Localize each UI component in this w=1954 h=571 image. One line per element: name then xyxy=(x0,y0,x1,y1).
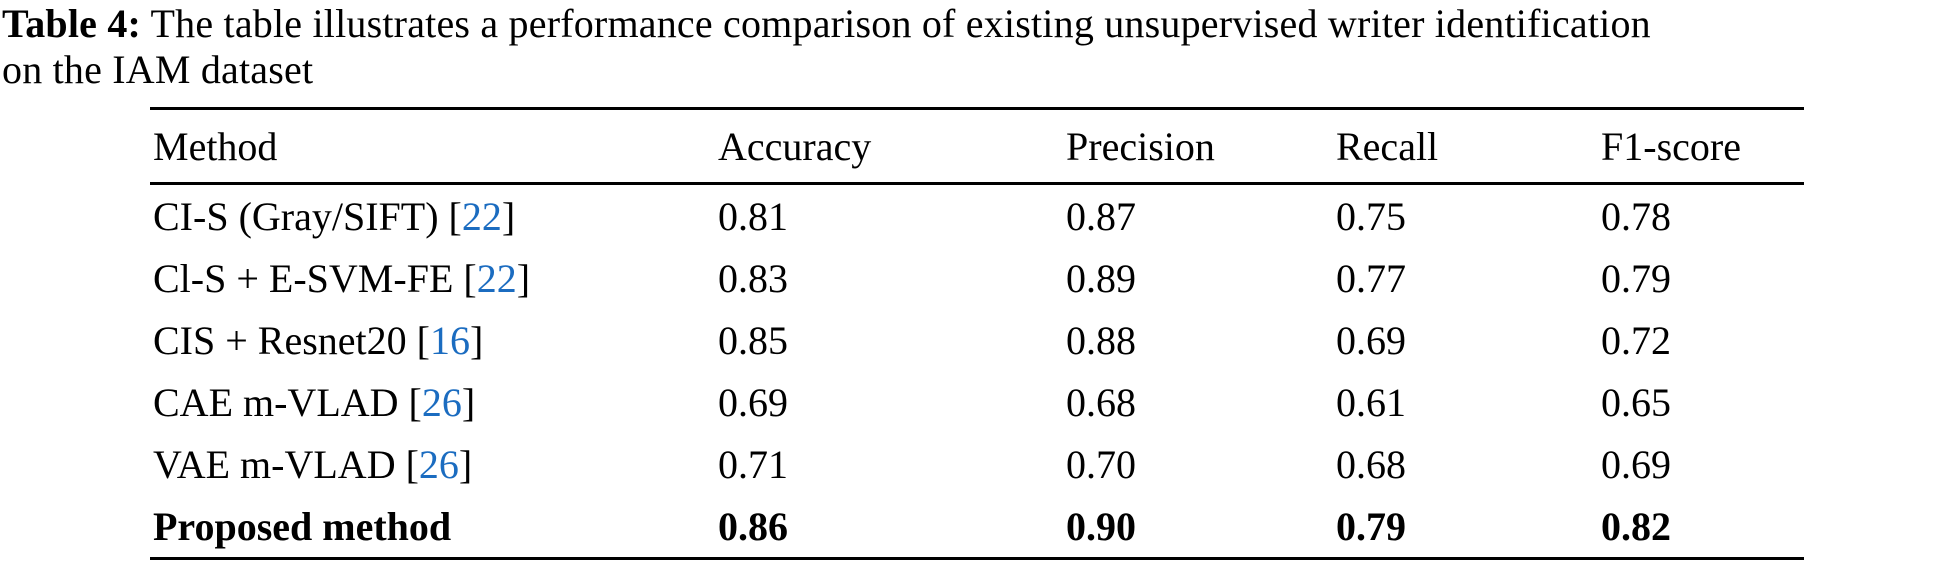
f1-score-cell: 0.69 xyxy=(1601,441,1671,487)
recall-cell: 0.69 xyxy=(1336,317,1406,363)
citation-bracket: ] xyxy=(470,317,484,363)
citation-link[interactable]: 26 xyxy=(418,441,459,487)
table-row: CI-S (Gray/SIFT) [22] 0.81 0.87 0.75 0.7… xyxy=(150,185,1804,247)
citation-bracket: ] xyxy=(501,193,516,239)
accuracy-cell: 0.85 xyxy=(718,317,788,363)
results-table: Method Accuracy Precision Recall F1-scor… xyxy=(150,107,1804,560)
table-caption: Table 4: The table illustrates a perform… xyxy=(2,1,1952,93)
method-cell: VAE m-VLAD [26] xyxy=(150,441,715,488)
table-row: Cl-S + E-SVM-FE [22] 0.83 0.89 0.77 0.79 xyxy=(150,247,1804,309)
column-header-method: Method xyxy=(153,123,278,169)
column-header-precision: Precision xyxy=(1066,123,1215,169)
citation-link[interactable]: 22 xyxy=(476,255,517,301)
accuracy-cell: 0.83 xyxy=(718,255,788,301)
recall-cell: 0.61 xyxy=(1336,379,1406,425)
method-name: CAE m-VLAD xyxy=(153,379,399,425)
precision-cell: 0.88 xyxy=(1066,317,1136,363)
method-cell: CAE m-VLAD [26] xyxy=(150,379,715,426)
f1-score-cell: 0.82 xyxy=(1601,503,1671,549)
table-row-proposed-method: Proposed method 0.86 0.90 0.79 0.82 xyxy=(150,495,1804,557)
citation-link[interactable]: 26 xyxy=(421,379,462,425)
recall-cell: 0.68 xyxy=(1336,441,1406,487)
table-row: VAE m-VLAD [26] 0.71 0.70 0.68 0.69 xyxy=(150,433,1804,495)
method-cell: Proposed method xyxy=(150,503,715,550)
citation-bracket: [ xyxy=(406,317,430,363)
f1-score-cell: 0.78 xyxy=(1601,193,1671,239)
accuracy-cell: 0.86 xyxy=(718,503,788,549)
caption-text: The table illustrates a performance comp… xyxy=(150,1,1651,46)
column-header-recall: Recall xyxy=(1336,123,1439,169)
citation-link[interactable]: 16 xyxy=(430,317,470,363)
column-header-f1-score: F1-score xyxy=(1601,123,1741,169)
table-row: CIS + Resnet20 [16] 0.85 0.88 0.69 0.72 xyxy=(150,309,1804,371)
recall-cell: 0.79 xyxy=(1336,503,1406,549)
column-header-accuracy: Accuracy xyxy=(718,123,872,169)
accuracy-cell: 0.69 xyxy=(718,379,788,425)
method-name: CIS + Resnet20 xyxy=(153,317,407,363)
precision-cell: 0.70 xyxy=(1066,441,1136,487)
citation-bracket: [ xyxy=(438,193,462,239)
method-name: Cl-S + E-SVM-FE xyxy=(153,255,454,301)
f1-score-cell: 0.72 xyxy=(1601,317,1671,363)
f1-score-cell: 0.79 xyxy=(1601,255,1671,301)
method-name: VAE m-VLAD xyxy=(153,441,396,487)
precision-cell: 0.90 xyxy=(1066,503,1136,549)
recall-cell: 0.77 xyxy=(1336,255,1406,301)
precision-cell: 0.89 xyxy=(1066,255,1136,301)
citation-bracket: ] xyxy=(516,255,531,301)
precision-cell: 0.68 xyxy=(1066,379,1136,425)
table-row: CAE m-VLAD [26] 0.69 0.68 0.61 0.65 xyxy=(150,371,1804,433)
citation-link[interactable]: 22 xyxy=(461,193,502,239)
method-cell: Cl-S + E-SVM-FE [22] xyxy=(150,255,715,302)
citation-bracket: ] xyxy=(458,441,473,487)
citation-bracket: [ xyxy=(395,441,419,487)
citation-bracket: ] xyxy=(461,379,476,425)
precision-cell: 0.87 xyxy=(1066,193,1136,239)
f1-score-cell: 0.65 xyxy=(1601,379,1671,425)
accuracy-cell: 0.71 xyxy=(718,441,788,487)
method-cell: CIS + Resnet20 [16] xyxy=(150,317,715,364)
accuracy-cell: 0.81 xyxy=(718,193,788,239)
method-name: Proposed method xyxy=(153,503,452,549)
recall-cell: 0.75 xyxy=(1336,193,1406,239)
caption-line-2: on the IAM dataset xyxy=(2,47,314,92)
citation-bracket: [ xyxy=(398,379,422,425)
caption-line-1: Table 4: The table illustrates a perform… xyxy=(2,1,1952,47)
caption-label: Table 4: xyxy=(2,1,142,46)
method-name: CI-S (Gray/SIFT) xyxy=(153,193,439,239)
method-cell: CI-S (Gray/SIFT) [22] xyxy=(150,193,715,240)
citation-bracket: [ xyxy=(453,255,477,301)
table-header-row: Method Accuracy Precision Recall F1-scor… xyxy=(150,107,1804,185)
table-body: CI-S (Gray/SIFT) [22] 0.81 0.87 0.75 0.7… xyxy=(150,185,1804,560)
